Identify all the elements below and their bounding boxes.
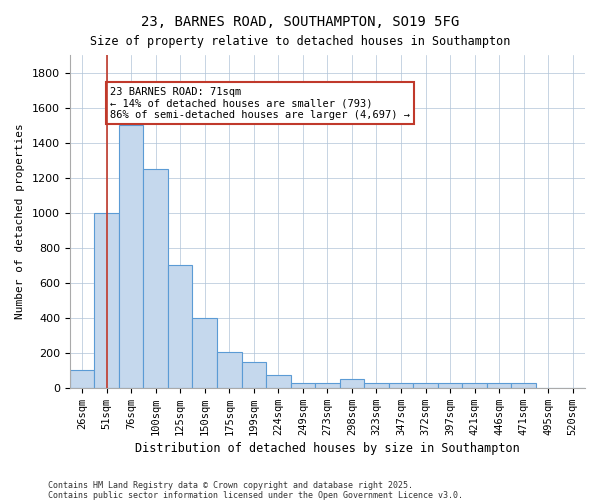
Bar — [94, 212, 119, 388]
Bar — [266, 374, 290, 388]
Bar — [413, 384, 438, 388]
Bar — [364, 384, 389, 388]
Bar — [143, 169, 168, 388]
Bar — [119, 125, 143, 388]
Bar — [389, 384, 413, 388]
Text: 23 BARNES ROAD: 71sqm
← 14% of detached houses are smaller (793)
86% of semi-det: 23 BARNES ROAD: 71sqm ← 14% of detached … — [110, 86, 410, 120]
Text: Contains HM Land Registry data © Crown copyright and database right 2025.: Contains HM Land Registry data © Crown c… — [48, 481, 413, 490]
Bar — [290, 384, 315, 388]
X-axis label: Distribution of detached houses by size in Southampton: Distribution of detached houses by size … — [135, 442, 520, 455]
Bar — [168, 265, 193, 388]
Bar — [242, 362, 266, 388]
Bar — [340, 379, 364, 388]
Bar — [217, 352, 242, 388]
Text: Contains public sector information licensed under the Open Government Licence v3: Contains public sector information licen… — [48, 491, 463, 500]
Text: 23, BARNES ROAD, SOUTHAMPTON, SO19 5FG: 23, BARNES ROAD, SOUTHAMPTON, SO19 5FG — [141, 15, 459, 29]
Bar — [315, 384, 340, 388]
Bar — [438, 384, 463, 388]
Bar — [193, 318, 217, 388]
Bar — [511, 384, 536, 388]
Bar — [487, 384, 511, 388]
Bar — [463, 384, 487, 388]
Y-axis label: Number of detached properties: Number of detached properties — [15, 124, 25, 320]
Text: Size of property relative to detached houses in Southampton: Size of property relative to detached ho… — [90, 35, 510, 48]
Bar — [70, 370, 94, 388]
